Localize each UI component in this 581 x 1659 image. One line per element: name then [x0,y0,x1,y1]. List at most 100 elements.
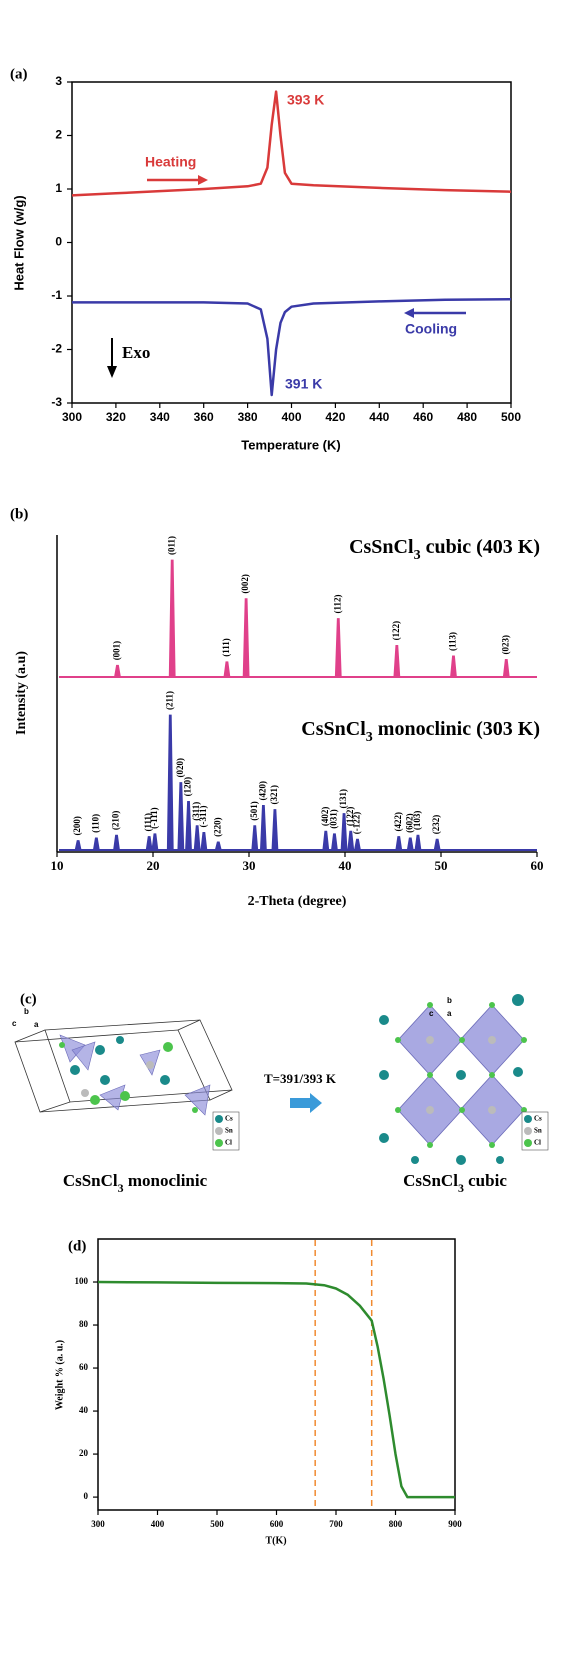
axis-c: c [429,1009,434,1018]
peak-label: (321) [269,785,279,805]
peak-label: (112) [332,594,342,613]
legend-label: Sn [534,1127,542,1135]
x-tick-label: 40 [339,858,352,873]
peak-label: (200) [72,816,82,836]
panel: (a)300 320 340 360 380 400 420 440 460 480 500-3-2… [10,66,521,452]
peak-label: (501) [249,801,259,821]
peak [251,825,259,851]
x-tick-label: 340 [150,410,170,424]
y-tick-label: 20 [79,1448,89,1458]
x-axis-label: 2-Theta (degree) [248,894,347,909]
peak-label: (422) [393,812,403,832]
peak [168,559,176,678]
panel-label: (c) [20,991,37,1007]
peak [433,838,441,851]
peak [322,830,330,851]
peak [177,782,185,851]
legend-label: Cl [225,1139,232,1147]
x-tick-label: 600 [270,1519,284,1529]
series-line [72,297,512,397]
axis-b: b [24,1007,29,1016]
peak-label: (211) [164,691,174,710]
x-tick-label: 300 [91,1519,105,1529]
right-legend: Cs Sn Cl [521,1111,549,1151]
series-name: CsSnCl3 cubic (403 K) [349,536,540,563]
peak-label: (420) [257,781,267,801]
x-tick-label: 10 [51,858,64,873]
caption: CsSnCl3 cubic [403,1171,507,1195]
monoclinic-cell [14,1019,233,1113]
caption: CsSnCl3 monoclinic [63,1171,208,1195]
peak [259,805,267,851]
peak [334,618,342,678]
peak [450,655,457,678]
panel-label: (b) [10,506,28,522]
y-tick-label: 2 [55,128,62,142]
peak [353,838,361,851]
transition-label: T=391/393 K [264,1071,337,1086]
peak [340,813,348,851]
panel-label: (d) [68,1238,86,1254]
y-tick-label: 40 [79,1405,89,1415]
x-tick-label: 440 [369,410,389,424]
plot-frame [97,1238,456,1511]
x-tick-label: 360 [194,410,214,424]
peak-label: (001) [112,641,122,661]
x-tick-label: 320 [106,410,126,424]
annotation: Exo [122,343,150,362]
peak [223,661,231,678]
peak-label: (122) [391,621,401,641]
x-axis-label: Temperature (K) [241,437,340,452]
peak [92,837,100,851]
peak-label: (113) [448,632,458,651]
peak [114,664,121,678]
peak-label: (122) [345,807,355,827]
peak-label: (110) [90,814,100,833]
panel: (b) 10 20 30 40 50 60 2-Theta (degree) Intensity… [10,506,544,909]
peak [214,841,222,851]
annotation: Heating [145,154,196,170]
series-line [97,1280,455,1499]
peak [242,598,250,678]
y-tick-label: 3 [55,74,62,88]
y-tick-label: -1 [51,288,62,302]
panel: (d) 300 400 500 600 700 800 900 0 20 40 60 80 100 T(K)… [54,1238,462,1546]
x-tick-label: 20 [147,858,160,873]
x-tick-label: 500 [210,1519,224,1529]
y-tick-label: -2 [51,342,62,356]
axis-a: a [447,1009,452,1018]
monoclinic-polyhedra [59,1034,211,1116]
legend-label: Cs [534,1115,542,1123]
peak-label: (-111) [149,807,159,829]
x-tick-label: 400 [151,1519,165,1529]
arrows-a [107,175,466,378]
annotation: 391 K [285,376,322,392]
left-legend: Cs Sn Cl [212,1111,240,1151]
peak [330,833,338,851]
peak-label: (120) [183,777,193,797]
peak-label: (023) [500,635,510,655]
y-axis-label: Intensity (a.u) [14,651,29,735]
peak [502,659,510,678]
axis-a: a [34,1020,39,1029]
peak-label: (011) [166,536,176,555]
series-line [71,90,512,197]
diagram: (c) b c a Cs Sn [12,991,549,1195]
y-tick-label: 100 [75,1276,89,1286]
legend-label: Cs [225,1115,233,1123]
panel-label: (a) [10,66,28,82]
peak-label: (-311) [198,805,208,827]
peak-label: (031) [329,809,339,829]
peak-label: (602) [404,813,414,833]
peak [145,836,153,851]
x-tick-label: 420 [325,410,345,424]
y-tick-label: 0 [84,1491,89,1501]
peak [393,645,401,678]
peak [74,840,82,851]
x-tick-label: 800 [389,1519,403,1529]
peak [200,832,208,851]
peak-label: (311) [191,802,201,821]
x-tick-label: 300 [62,410,82,424]
peak [166,714,174,851]
